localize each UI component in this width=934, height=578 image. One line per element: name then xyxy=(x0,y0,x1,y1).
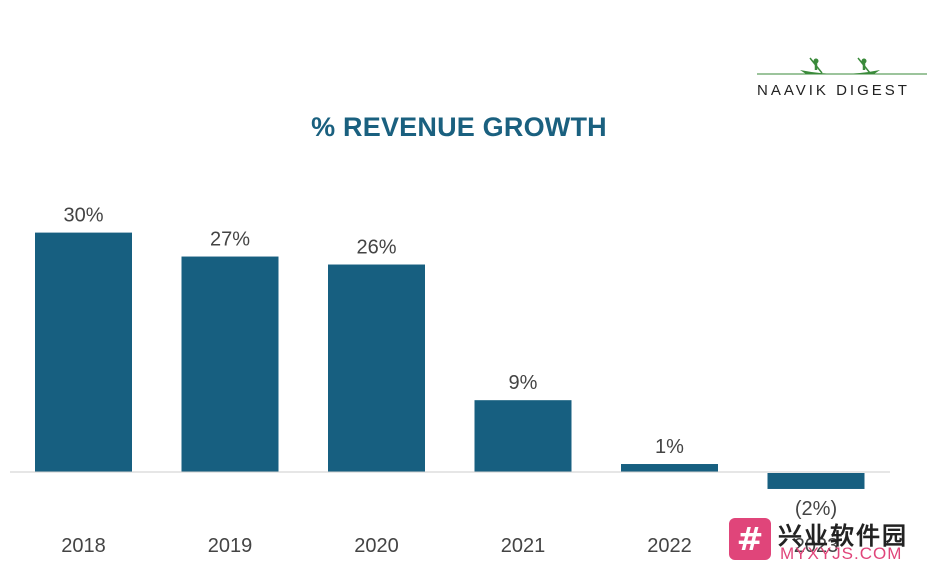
bar-2022 xyxy=(621,464,718,472)
value-label-2020: 26% xyxy=(356,237,396,259)
category-label-2018: 2018 xyxy=(61,535,106,557)
value-label-2021: 9% xyxy=(509,372,538,394)
svg-text:#: # xyxy=(737,520,764,558)
category-label-2021: 2021 xyxy=(501,535,546,557)
bar-2021 xyxy=(474,400,572,472)
watermark-text: 兴业软件园 xyxy=(778,523,908,550)
category-label-2020: 2020 xyxy=(354,535,399,557)
category-label-2019: 2019 xyxy=(208,535,253,557)
brand-name: NAAVIK DIGEST xyxy=(757,82,910,99)
watermark-logo-icon: # xyxy=(729,518,771,560)
bar-2020 xyxy=(328,264,425,472)
naavik-boat-logo xyxy=(757,57,927,75)
value-label-2018: 30% xyxy=(63,205,103,227)
bar-2023 xyxy=(767,473,865,489)
value-label-2019: 27% xyxy=(210,229,250,251)
chart-title: % REVENUE GROWTH xyxy=(311,112,607,142)
watermark-url: MYXYJS.COM xyxy=(780,544,903,563)
value-label-2023: (2%) xyxy=(795,498,837,520)
value-label-2022: 1% xyxy=(655,436,684,458)
category-label-2023: 2023 xyxy=(794,535,839,557)
bar-2018 xyxy=(35,232,132,472)
category-label-2022: 2022 xyxy=(647,535,692,557)
bar-2019 xyxy=(181,256,279,472)
